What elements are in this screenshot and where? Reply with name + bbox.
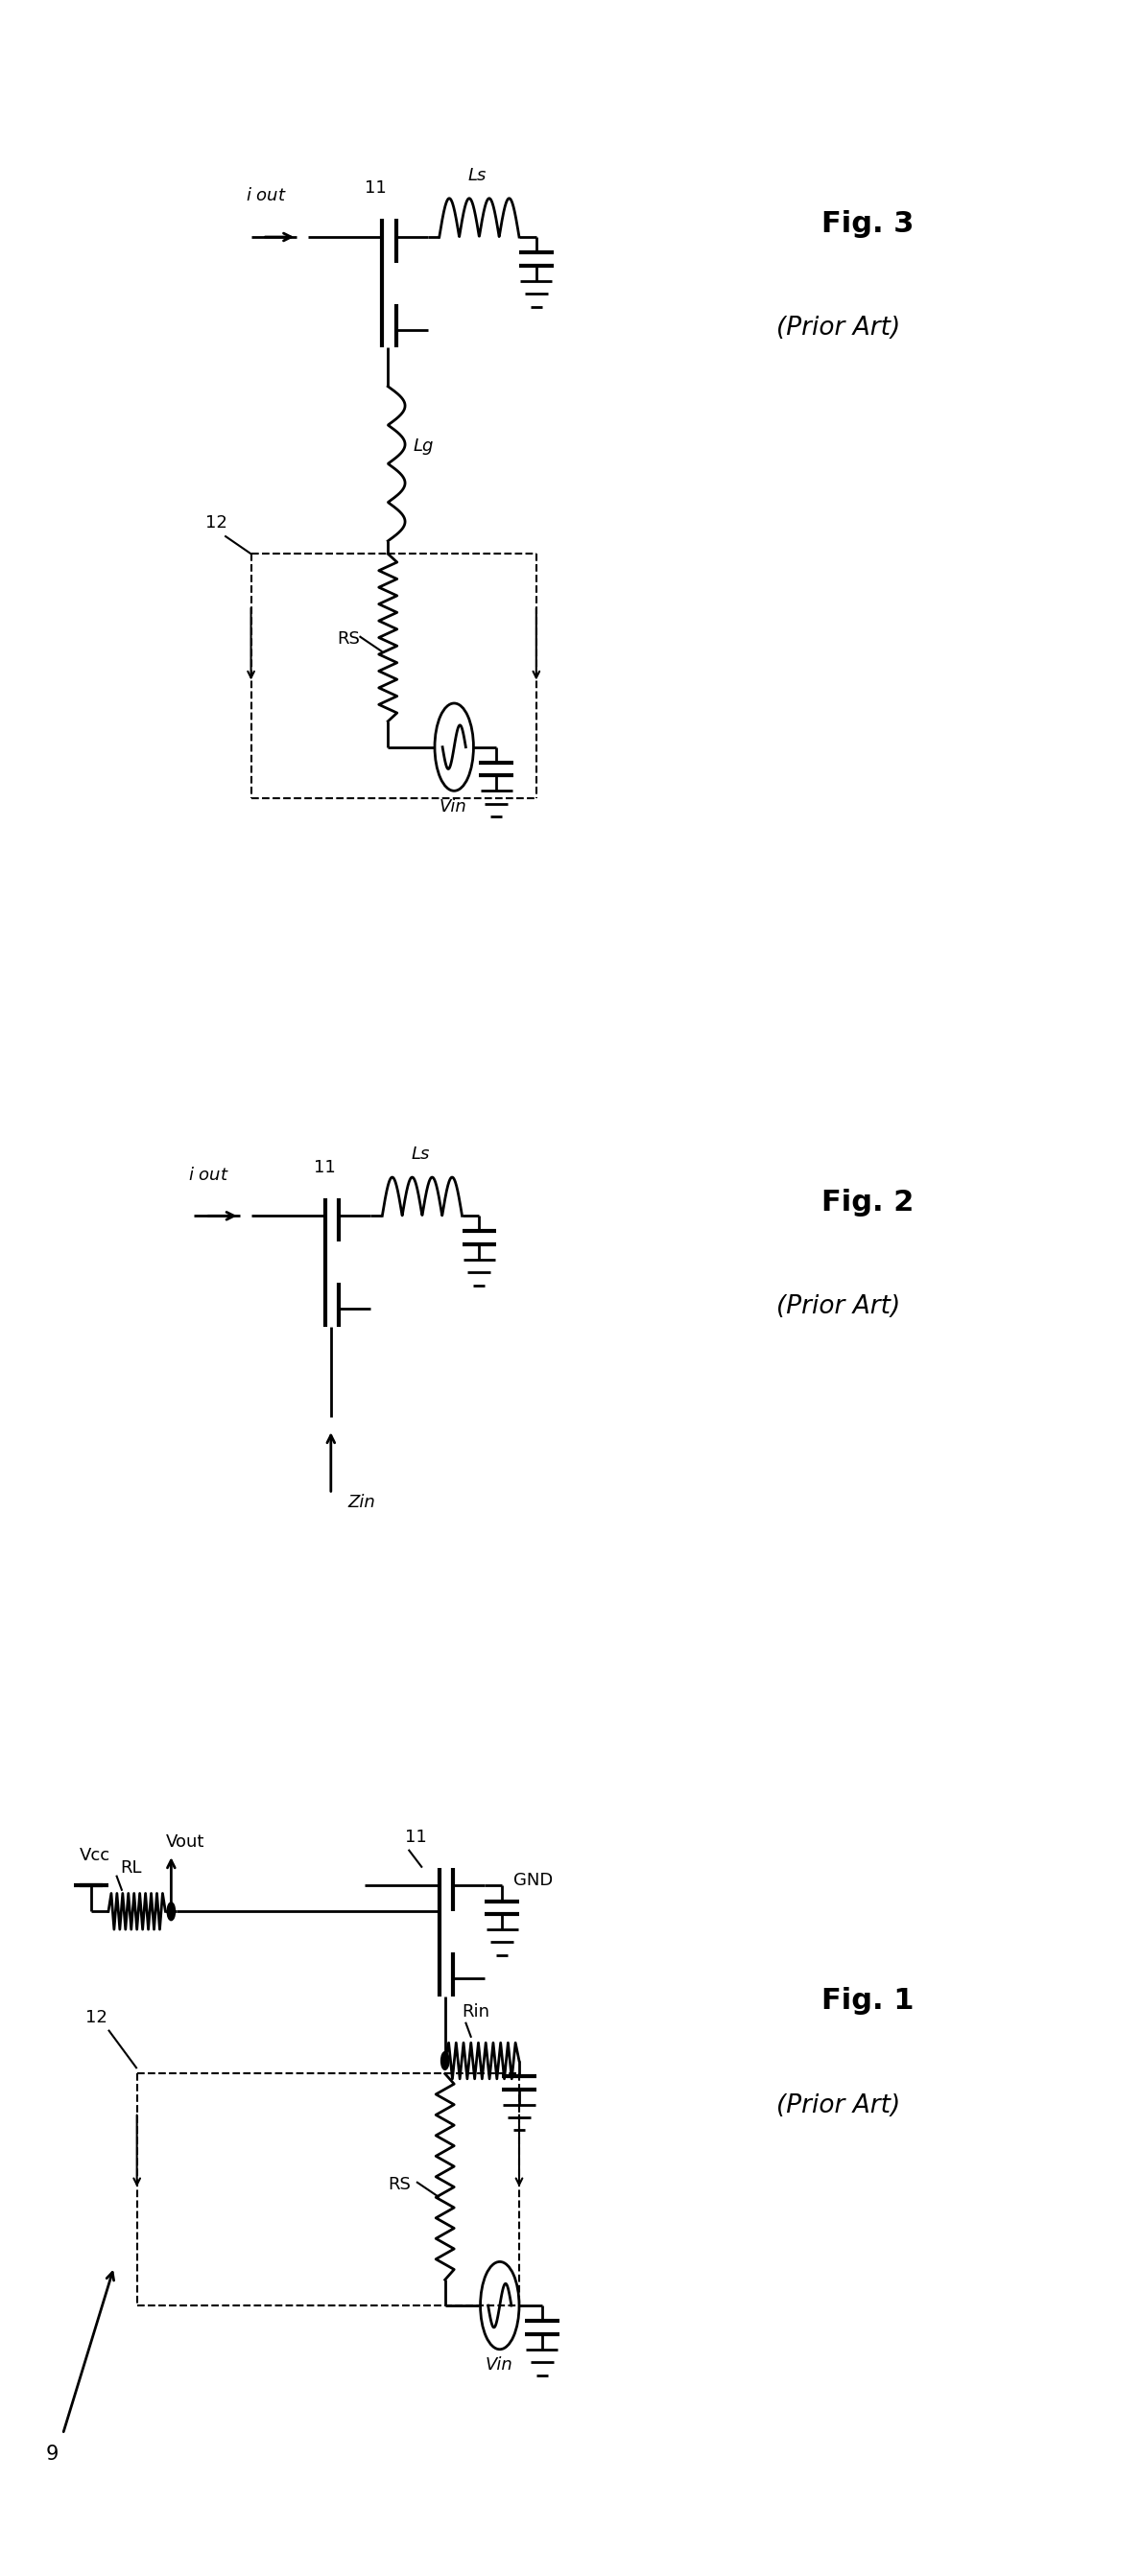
Text: (Prior Art): (Prior Art) (776, 2094, 900, 2117)
Text: Fig. 2: Fig. 2 (822, 1188, 914, 1216)
Text: Vin: Vin (485, 2357, 512, 2372)
Text: RS: RS (337, 631, 359, 647)
Text: Ls: Ls (468, 167, 486, 183)
Text: 11: 11 (314, 1159, 335, 1175)
Text: GND: GND (513, 1873, 553, 1888)
Text: Rin: Rin (462, 2004, 489, 2020)
Text: 12: 12 (205, 515, 227, 531)
Text: RL: RL (120, 1860, 141, 1875)
Text: Fig. 3: Fig. 3 (822, 209, 914, 237)
Text: 12: 12 (86, 2009, 107, 2025)
Circle shape (440, 2050, 450, 2071)
Text: (Prior Art): (Prior Art) (776, 317, 900, 340)
Text: Fig. 1: Fig. 1 (822, 1986, 914, 2014)
Text: RS: RS (388, 2177, 411, 2192)
Text: Lg: Lg (413, 438, 434, 453)
Text: 11: 11 (405, 1829, 427, 1844)
Text: 11: 11 (365, 180, 387, 196)
Text: Ls: Ls (411, 1146, 429, 1162)
Text: $i$ out: $i$ out (188, 1167, 229, 1182)
Text: (Prior Art): (Prior Art) (776, 1296, 900, 1319)
Circle shape (167, 1901, 176, 1922)
Text: Vout: Vout (165, 1834, 204, 1850)
Text: 9: 9 (46, 2445, 58, 2463)
Text: Zin: Zin (348, 1494, 375, 1510)
Text: Vcc: Vcc (80, 1847, 111, 1862)
Text: $i$ out: $i$ out (245, 188, 286, 204)
Text: Vin: Vin (439, 799, 467, 814)
